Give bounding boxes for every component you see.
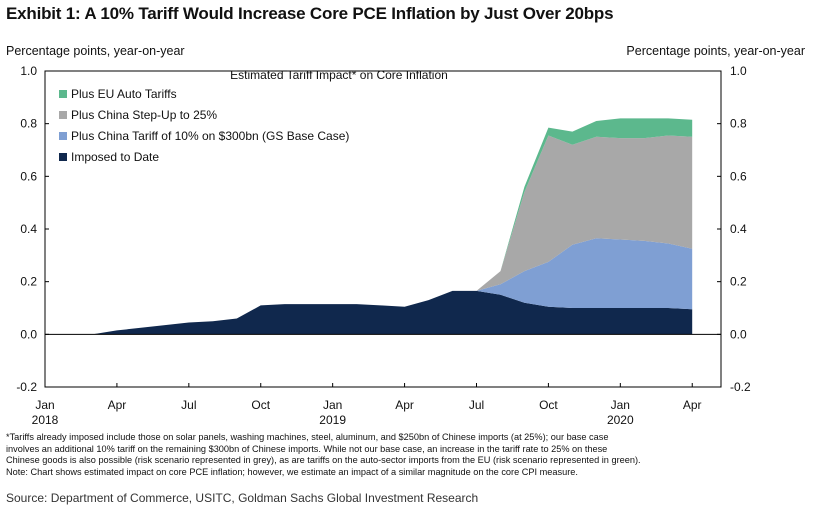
y-tick-label-right: 0.4 — [730, 222, 747, 236]
series-area-0 — [45, 290, 693, 335]
x-tick-label: Jul — [469, 398, 484, 412]
x-tick-label: Apr — [108, 398, 127, 412]
legend-label: Plus EU Auto Tariffs — [71, 87, 177, 101]
x-tick-label: Jan — [323, 398, 342, 412]
footnote-line: *Tariffs already imposed include those o… — [6, 432, 609, 442]
legend-swatch — [59, 111, 67, 119]
y-tick-label-left: -0.2 — [16, 380, 37, 394]
x-year-label: 2018 — [32, 413, 59, 427]
y-tick-label-left: 0.2 — [20, 275, 37, 289]
x-tick-label: Jan — [611, 398, 630, 412]
y-tick-label-right: 0.0 — [730, 327, 747, 341]
series-area-3 — [45, 118, 693, 335]
legend-label: Imposed to Date — [71, 150, 159, 164]
legend-label: Plus China Tariff of 10% on $300bn (GS B… — [71, 129, 349, 143]
y-tick-label-left: 1.0 — [20, 64, 37, 78]
x-tick-label: Jul — [181, 398, 196, 412]
y-tick-label-right: 1.0 — [730, 64, 747, 78]
y-tick-label-right: 0.2 — [730, 275, 747, 289]
legend-swatch — [59, 90, 67, 98]
x-tick-label: Jan — [35, 398, 54, 412]
x-year-label: 2020 — [607, 413, 634, 427]
series-area-1 — [45, 238, 693, 335]
x-year-label: 2019 — [319, 413, 346, 427]
source-note: Source: Department of Commerce, USITC, G… — [6, 491, 479, 505]
left-axis-title: Percentage points, year-on-year — [6, 44, 185, 58]
series-area-2 — [45, 135, 693, 335]
legend-swatch — [59, 153, 67, 161]
y-tick-label-left: 0.8 — [20, 117, 37, 131]
y-tick-label-right: 0.6 — [730, 169, 747, 183]
footnote-line: Note: Chart shows estimated impact on co… — [6, 466, 578, 477]
x-tick-label: Oct — [539, 398, 558, 412]
y-tick-label-left: 0.0 — [20, 327, 37, 341]
legend-swatch — [59, 132, 67, 140]
x-tick-label: Oct — [251, 398, 270, 412]
x-tick-label: Apr — [683, 398, 702, 412]
right-axis-title: Percentage points, year-on-year — [626, 44, 805, 58]
y-tick-label-right: -0.2 — [730, 380, 751, 394]
footnote-line: Chinese goods is also possible (risk sce… — [6, 455, 641, 466]
legend-label: Plus China Step-Up to 25% — [71, 108, 217, 122]
x-tick-label: Apr — [395, 398, 414, 412]
y-tick-label-left: 0.6 — [20, 169, 37, 183]
footnotes: *Tariffs already imposed include those o… — [6, 432, 806, 478]
chart-inner-title: Estimated Tariff Impact* on Core Inflati… — [230, 68, 448, 82]
exhibit-title: Exhibit 1: A 10% Tariff Would Increase C… — [6, 4, 614, 23]
y-tick-label-left: 0.4 — [20, 222, 37, 236]
footnote-line: involves an additional 10% tariff on the… — [6, 443, 608, 454]
y-tick-label-right: 0.8 — [730, 117, 747, 131]
